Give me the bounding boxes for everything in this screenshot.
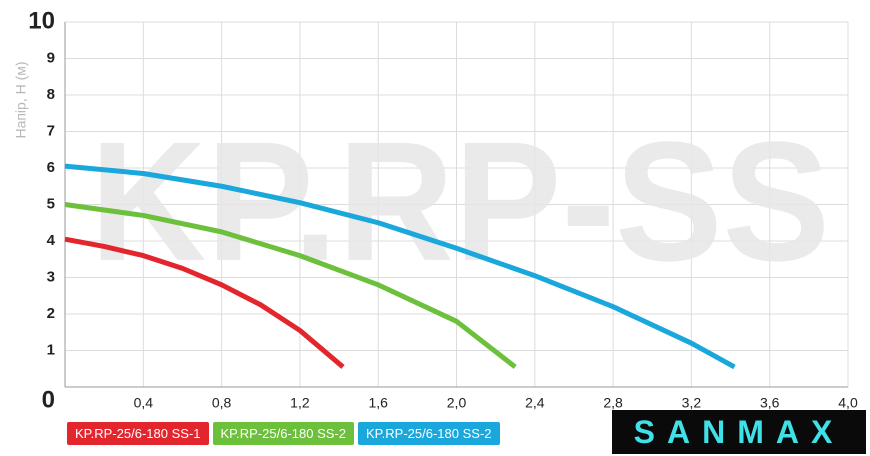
watermark: KP.RP-SS (90, 107, 830, 297)
x-tick-label: 2,4 (525, 395, 545, 411)
y-tick-label: 2 (47, 305, 55, 322)
x-tick-label: 2,0 (447, 395, 467, 411)
x-tick-label: 4,0 (838, 395, 858, 411)
y-tick-label: 10 (28, 7, 55, 34)
y-tick-label: 6 (47, 159, 55, 176)
x-tick-label: 1,6 (368, 395, 388, 411)
legend: KP.RP-25/6-180 SS-1 KP.RP-25/6-180 SS-2 KP… (67, 422, 500, 445)
y-tick-label: 3 (47, 268, 55, 285)
curve (64, 202, 517, 369)
legend-item: KP.RP-25/6-180 SS-1 (67, 422, 209, 445)
y-tick-label: 8 (47, 86, 55, 103)
y-tick-label: 5 (47, 195, 55, 212)
legend-item: KP.RP-25/6-180 SS-2 (212, 422, 354, 445)
y-tick-label: 4 (47, 232, 56, 249)
y-tick-label: 9 (47, 49, 55, 66)
x-tick-label: 2,8 (603, 395, 623, 411)
y-tick-label: 1 (47, 341, 55, 358)
curve (64, 163, 736, 370)
logo: SANMAX (612, 410, 866, 454)
x-tick-label: 3,2 (682, 395, 702, 411)
y-axis-label: Напір, Н (м) (13, 61, 29, 138)
legend-item: KP.RP-25/6-180 SS-2 (358, 422, 500, 445)
x-tick-label: 0,8 (212, 395, 232, 411)
y-tick-label: 0 (42, 386, 55, 413)
x-tick-label: 0,4 (134, 395, 154, 411)
x-tick-label: 1,2 (290, 395, 310, 411)
y-tick-label: 7 (47, 122, 55, 139)
curve (64, 236, 345, 369)
x-tick-label: 3,6 (760, 395, 780, 411)
